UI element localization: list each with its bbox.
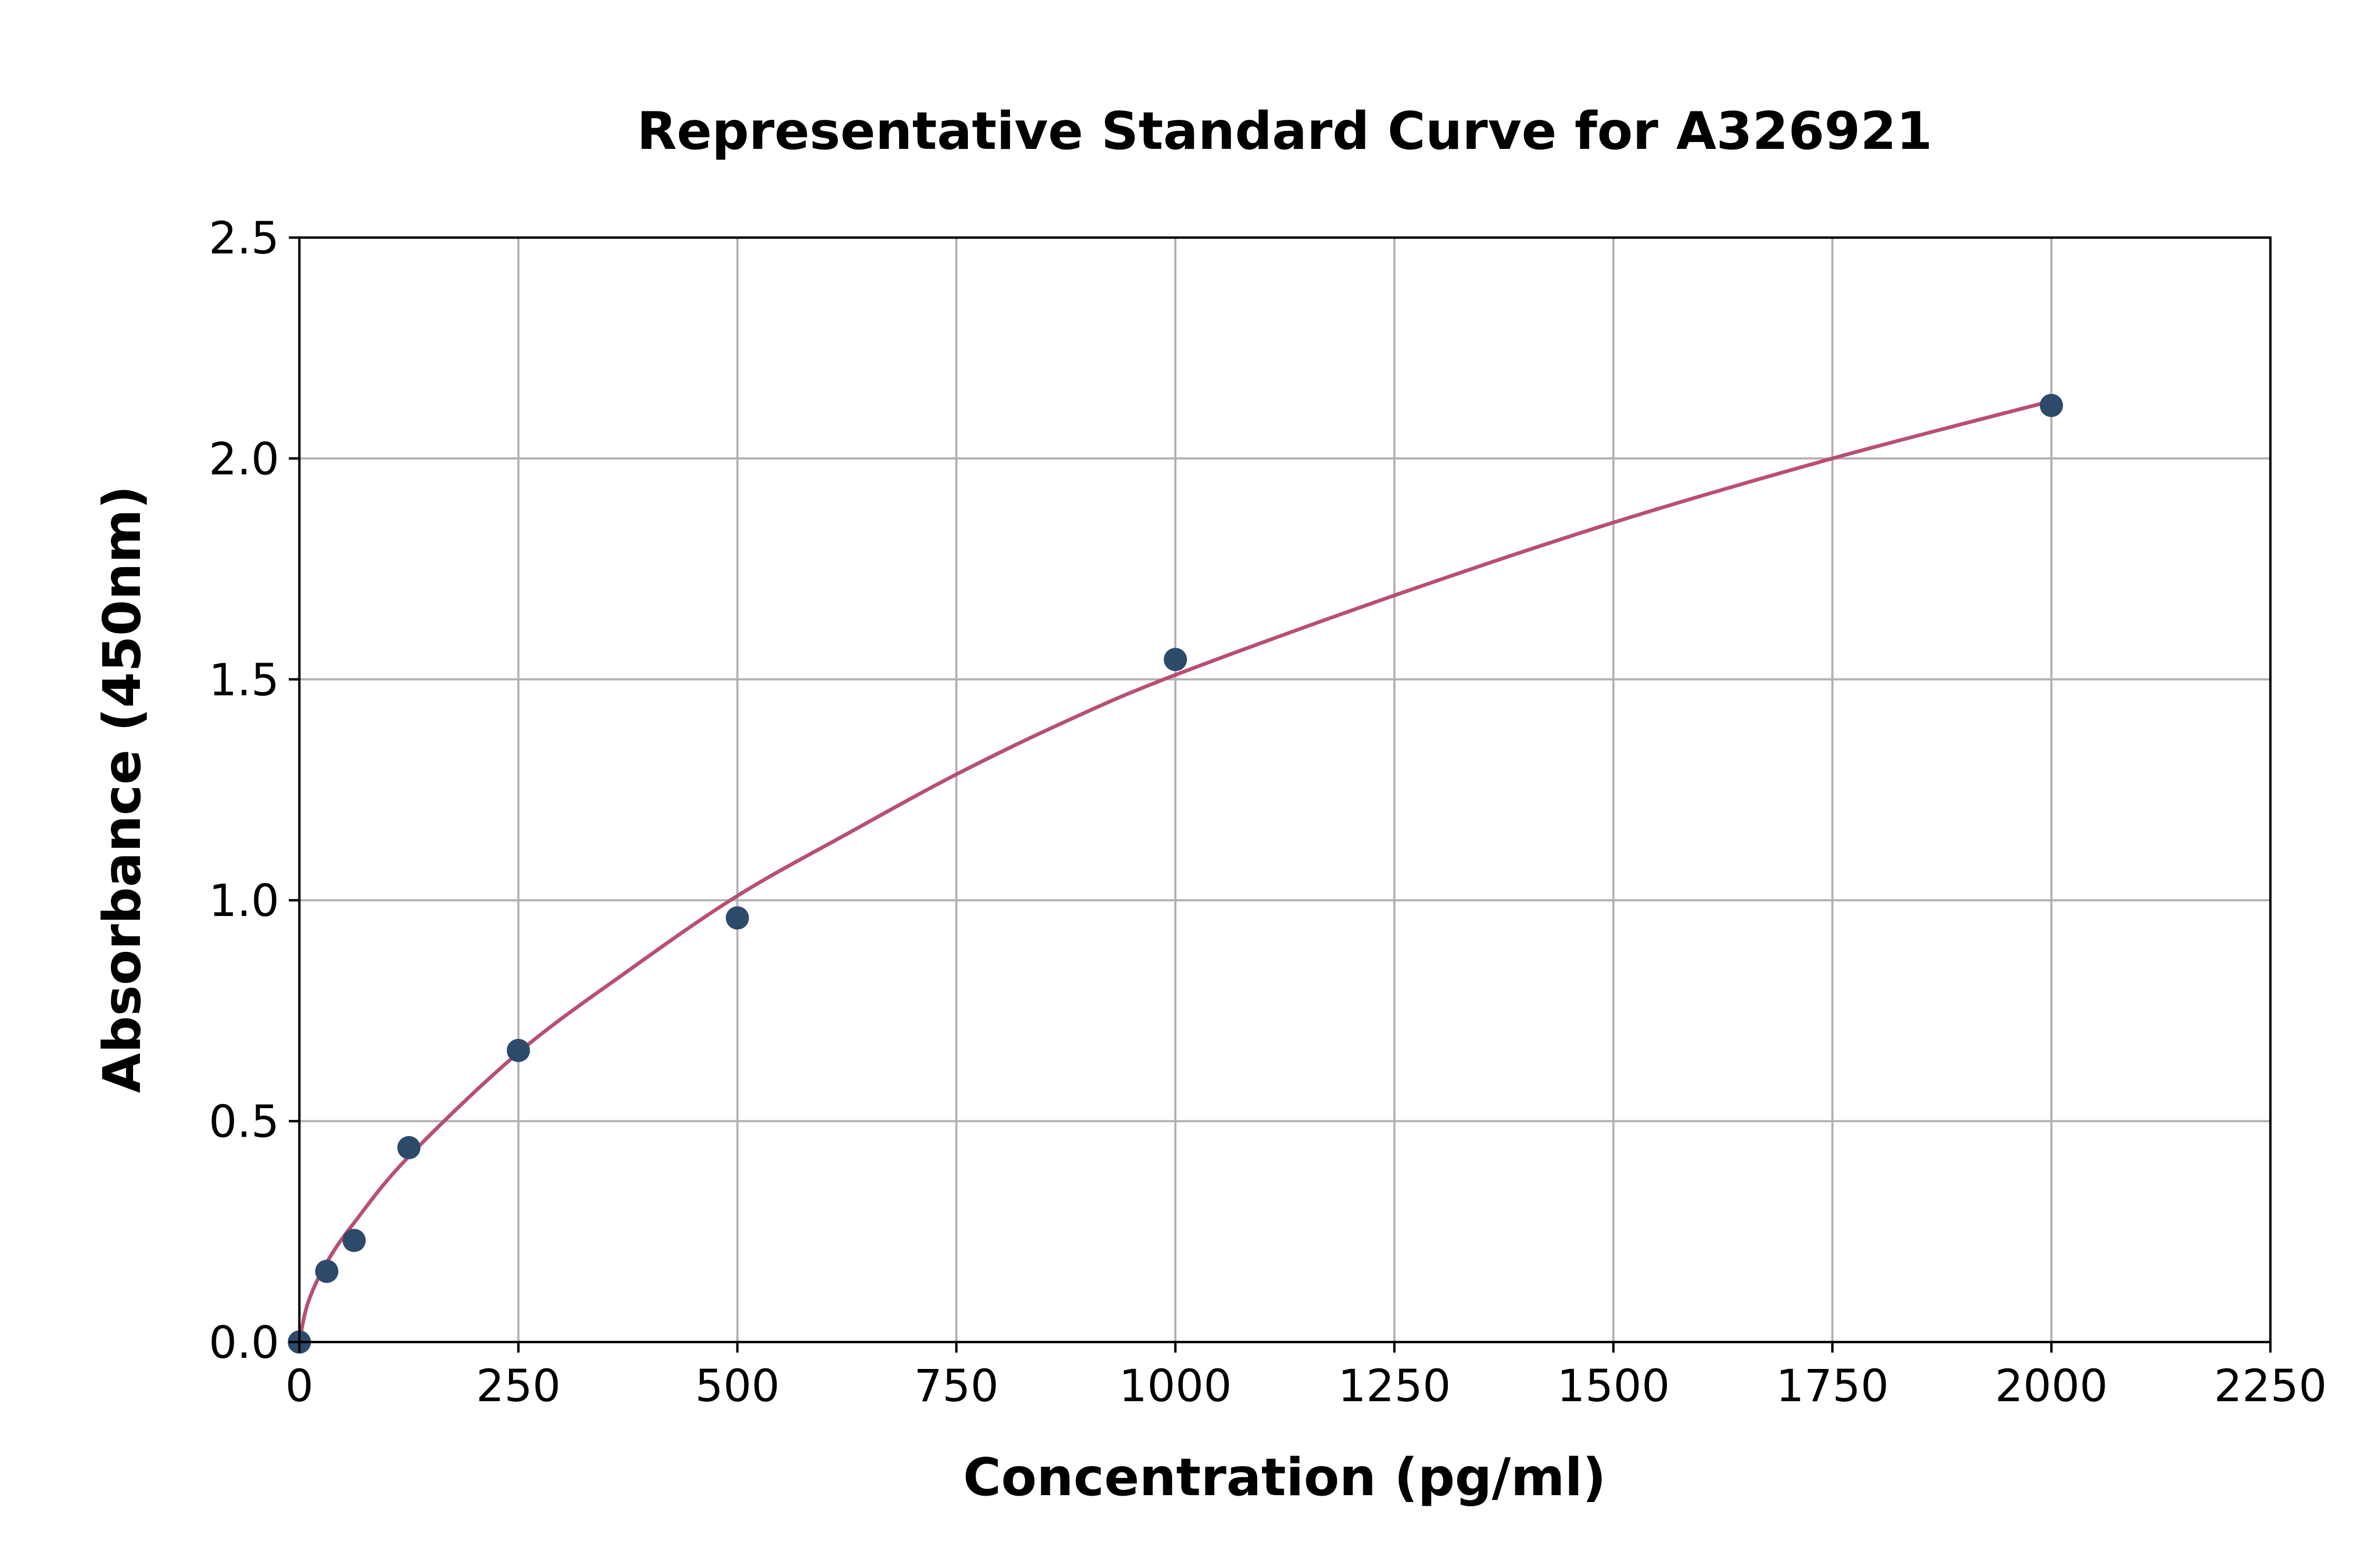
gridlines: [298, 237, 2271, 1343]
x-tick-label: 750: [914, 1360, 998, 1412]
x-tick-label: 1250: [1338, 1360, 1451, 1412]
x-tick-label: 2000: [1995, 1360, 2108, 1412]
data-points-layer: [288, 393, 2063, 1354]
data-point: [397, 1136, 421, 1159]
data-point: [342, 1229, 366, 1252]
x-tick-label: 0: [285, 1360, 313, 1412]
y-axis-ticks: 0.0 0.5 1.0 1.5 2.0 2.5: [209, 212, 299, 1368]
chart-title: Representative Standard Curve for A32692…: [637, 101, 1932, 162]
y-tick-label: 0.5: [209, 1096, 279, 1148]
data-point: [1164, 648, 1187, 672]
y-tick-label: 0.0: [209, 1317, 279, 1368]
fit-curve-layer: [297, 399, 2053, 1344]
y-tick-label: 2.5: [209, 212, 279, 264]
data-point: [2040, 393, 2063, 417]
y-tick-label: 1.0: [209, 875, 279, 927]
y-tick-label: 2.0: [209, 433, 279, 485]
data-point: [315, 1260, 338, 1283]
y-axis-label: Absorbance (450nm): [92, 486, 153, 1093]
data-point: [506, 1038, 530, 1062]
x-tick-label: 1750: [1776, 1360, 1889, 1412]
plot-frame: [298, 236, 2272, 1344]
data-point: [725, 906, 749, 930]
x-tick-label: 1500: [1557, 1360, 1670, 1412]
x-axis-label: Concentration (pg/ml): [963, 1448, 1606, 1508]
x-tick-label: 250: [476, 1360, 561, 1412]
y-tick-label: 1.5: [209, 654, 279, 706]
x-tick-label: 1000: [1119, 1360, 1232, 1412]
x-tick-label: 500: [695, 1360, 779, 1412]
fit-curve: [297, 399, 2053, 1344]
x-axis-ticks: 0 250 500 750 1000 1250 1500 1750 2000 2250: [285, 1342, 2327, 1412]
x-tick-label: 2250: [2214, 1360, 2327, 1412]
